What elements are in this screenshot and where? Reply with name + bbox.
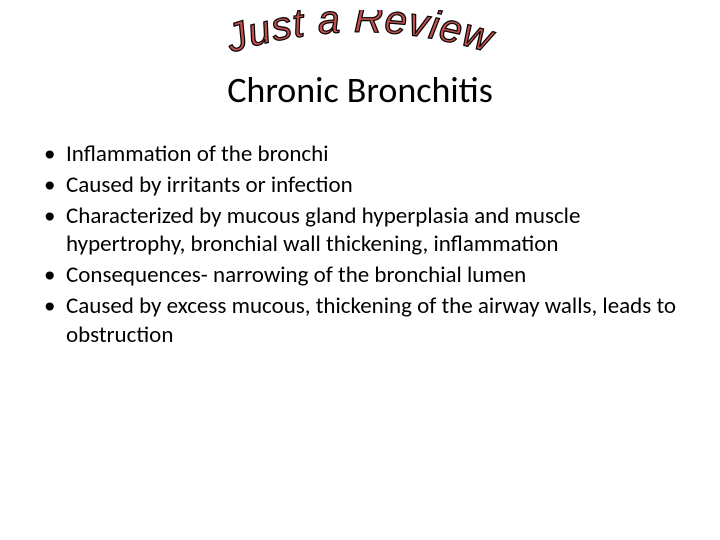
wordart-svg: Just a Review bbox=[190, 10, 530, 70]
wordart-text: Just a Review bbox=[220, 10, 500, 62]
list-item: Characterized by mucous gland hyperplasi… bbox=[38, 202, 680, 260]
list-item: Caused by irritants or infection bbox=[38, 171, 680, 200]
list-item: Inflammation of the bronchi bbox=[38, 140, 680, 169]
list-item: Consequences- narrowing of the bronchial… bbox=[38, 261, 680, 290]
content-area: Inflammation of the bronchi Caused by ir… bbox=[38, 140, 680, 351]
slide-title: Chronic Bronchitis bbox=[0, 68, 720, 112]
bullet-list: Inflammation of the bronchi Caused by ir… bbox=[38, 140, 680, 349]
svg-text:Just a Review: Just a Review bbox=[220, 10, 500, 62]
wordart-banner: Just a Review bbox=[190, 10, 530, 75]
list-item: Caused by excess mucous, thickening of t… bbox=[38, 292, 680, 350]
